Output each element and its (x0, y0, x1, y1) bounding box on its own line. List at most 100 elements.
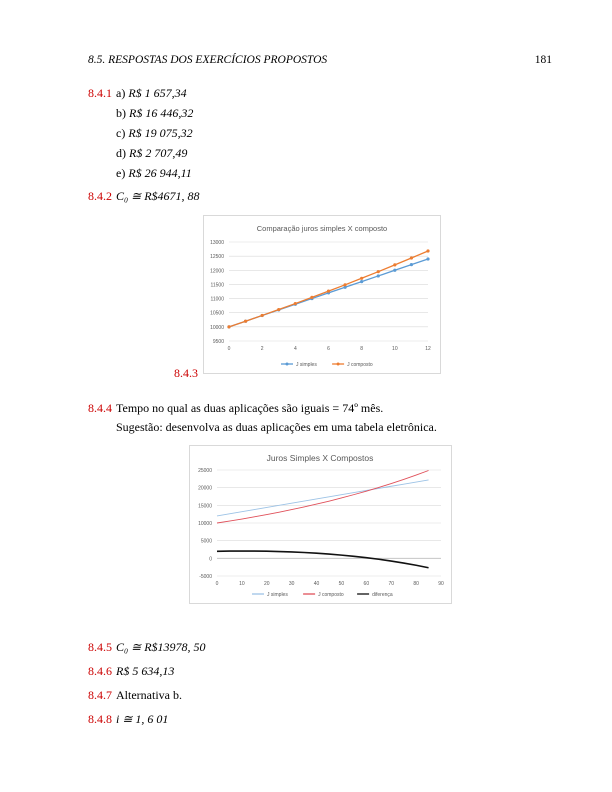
item-value: R$ 26 944,11 (128, 166, 192, 180)
y-tick-label: 11500 (210, 282, 224, 288)
x-tick-label: 40 (314, 581, 320, 587)
y-tick-label: 10000 (210, 325, 224, 331)
chart-2-svg: Juros Simples X Compostos -5000 0 5000 10000… (198, 453, 444, 598)
x-tick-label: 80 (413, 581, 419, 587)
chart-juros-simples-compostos: Juros Simples X Compostos -5000 0 5000 10000… (189, 445, 452, 604)
legend-label: J simples (296, 362, 317, 368)
data-point (310, 295, 314, 300)
data-point (243, 319, 248, 323)
data-point (393, 268, 397, 272)
data-point (343, 285, 347, 289)
series-line (216, 479, 429, 517)
answer-number-8-4-6: 8.4.6 (88, 664, 112, 678)
answer-8-4-7-text: Alternativa b. (116, 688, 182, 702)
data-point (409, 256, 414, 260)
answer-8-4-4-line1: Tempo no qual as duas aplicações são igu… (116, 401, 384, 415)
x-tick-label: 4 (294, 346, 297, 352)
x-tick-label: 50 (339, 581, 345, 587)
item-label: d) (116, 146, 126, 160)
item-value: R$ 1 657,34 (128, 86, 187, 100)
y-tick-label: 0 (209, 556, 212, 562)
data-point (393, 263, 397, 267)
x-tick-label: 70 (388, 581, 394, 587)
answer-number-8-4-3: 8.4.3 (174, 366, 198, 380)
series-line (216, 550, 429, 569)
x-tick-label: 12 (425, 346, 431, 352)
chart-juros-simples-composto: Comparação juros simples X composto 9500 1… (203, 215, 441, 374)
y-tick-label: 11000 (210, 297, 224, 303)
answer-number-8-4-7: 8.4.7 (88, 688, 112, 702)
data-point (343, 283, 347, 287)
data-point (293, 301, 297, 306)
answer-8-4-6-text: R$ 5 634,13 (116, 664, 175, 678)
y-tick-label: 15000 (198, 503, 212, 509)
answer-number-8-4-5: 8.4.5 (88, 640, 112, 654)
y-tick-label: 12000 (210, 268, 224, 274)
data-point (426, 257, 430, 261)
data-point (277, 307, 281, 312)
answer-8-4-5-text: C₀ ≅ R$13978, 50 (116, 640, 206, 654)
x-tick-label: 60 (364, 581, 370, 587)
page-number: 181 (534, 54, 552, 66)
y-tick-label: 5000 (201, 539, 212, 545)
y-tick-label: 20000 (198, 486, 212, 492)
answer-8-4-8-text: i ≅ 1, 6 01 (116, 712, 169, 726)
y-tick-label: 10000 (198, 521, 212, 527)
legend-label: J composto (318, 592, 344, 598)
y-tick-label: 9500 (213, 339, 224, 345)
x-tick-label: 30 (289, 581, 295, 587)
chart-title: Comparação juros simples X composto (257, 224, 387, 233)
y-tick-label: 10500 (210, 311, 224, 317)
answer-number-8-4-8: 8.4.8 (88, 712, 112, 726)
legend-label: J simples (267, 592, 288, 598)
x-tick-label: 0 (228, 346, 231, 352)
x-tick-label: 8 (360, 346, 363, 352)
item-value: R$ 19 075,32 (128, 126, 193, 140)
series-line (216, 470, 429, 524)
data-point (376, 270, 380, 274)
series-line (228, 250, 429, 328)
answer-8-4-1-b: b) R$ 16 446,32 (116, 106, 193, 121)
chart-title: Juros Simples X Compostos (267, 453, 374, 463)
answer-8-4-1-d: d) R$ 2 707,49 (116, 146, 187, 161)
running-header: 8.5. RESPOSTAS DOS EXERCÍCIOS PROPOSTOS (88, 54, 328, 66)
answer-number-8-4-2: 8.4.2 (88, 189, 112, 203)
data-point (260, 313, 264, 318)
y-tick-label: 13000 (210, 240, 224, 246)
answer-8-4-1-e: e) R$ 26 944,11 (116, 166, 192, 181)
answer-8-4-4-line2: Sugestão: desenvolva as duas aplicações … (116, 420, 437, 434)
legend-marker (285, 362, 289, 366)
y-tick-label: 12500 (210, 254, 224, 260)
x-tick-label: 0 (216, 581, 219, 587)
data-point (426, 249, 430, 253)
data-point (360, 276, 364, 280)
answer-8-4-1-c: c) R$ 19 075,32 (116, 126, 193, 141)
data-point (326, 289, 331, 293)
answer-8-4-2-text: C₀ ≅ R$4671, 88 (116, 189, 200, 203)
y-tick-label: 25000 (198, 468, 212, 474)
answer-number-8-4-4: 8.4.4 (88, 401, 112, 415)
item-label: c) (116, 126, 126, 140)
x-tick-label: 90 (438, 581, 444, 587)
answer-8-4-1-a: a) R$ 1 657,34 (116, 86, 187, 101)
x-tick-label: 10 (392, 346, 398, 352)
x-tick-label: 2 (261, 346, 264, 352)
item-label: b) (116, 106, 126, 120)
legend-label: diferença (372, 592, 393, 598)
item-value: R$ 2 707,49 (129, 146, 188, 160)
x-tick-label: 20 (264, 581, 270, 587)
legend-label: J composto (347, 362, 373, 368)
data-point (376, 274, 380, 278)
item-value: R$ 16 446,32 (129, 106, 194, 120)
data-point (409, 263, 414, 267)
answer-number-8-4-1: 8.4.1 (88, 86, 112, 100)
chart-1-svg: Comparação juros simples X composto 9500 1… (210, 224, 431, 368)
data-point (227, 325, 231, 329)
x-tick-label: 10 (239, 581, 245, 587)
legend-marker (336, 362, 340, 366)
x-tick-label: 6 (327, 346, 330, 352)
y-tick-label: -5000 (199, 574, 212, 580)
data-point (360, 280, 364, 284)
item-label: e) (116, 166, 126, 180)
item-label: a) (116, 86, 126, 100)
